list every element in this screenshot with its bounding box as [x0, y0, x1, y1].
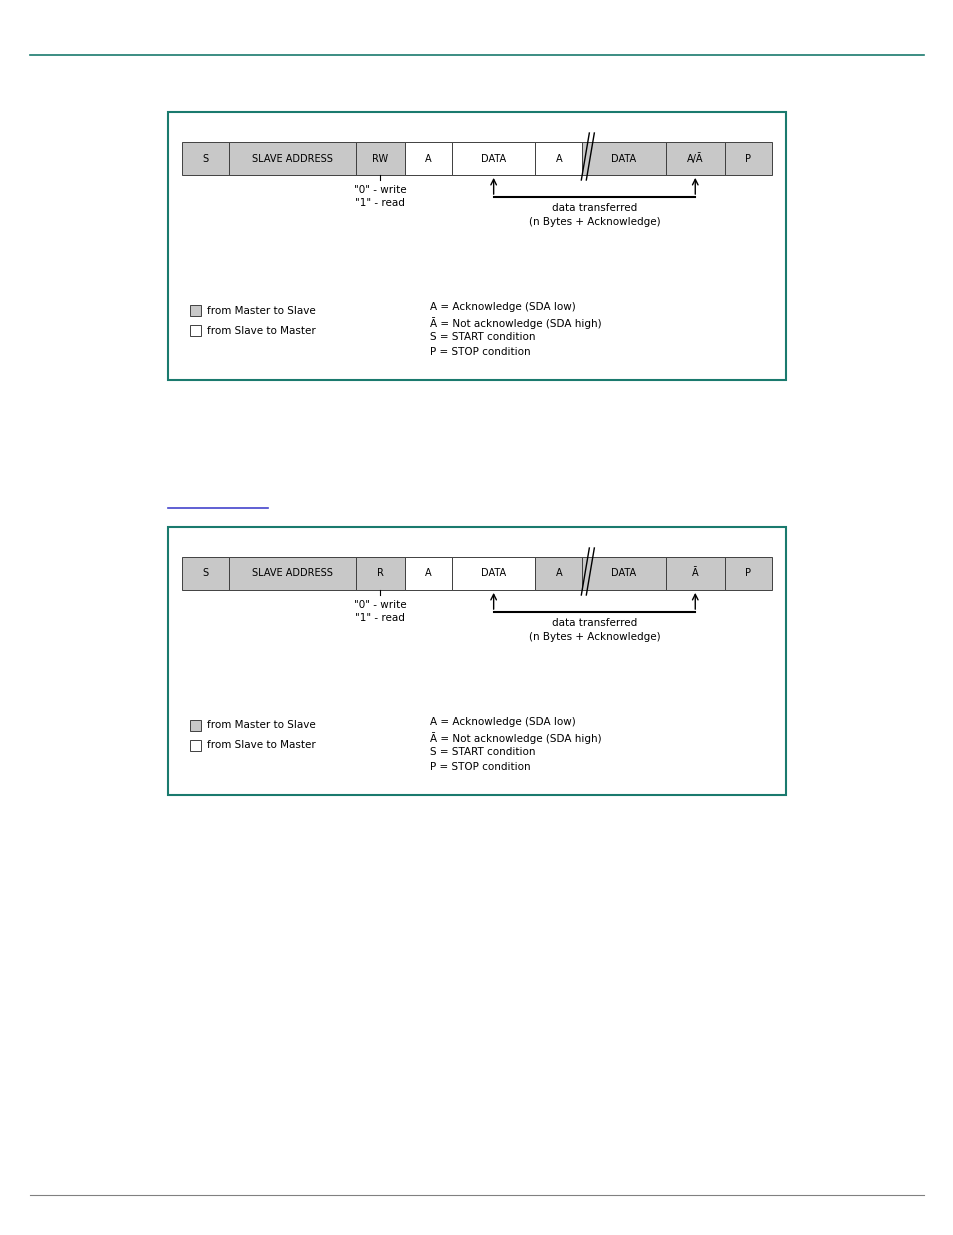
Bar: [665, 557, 724, 590]
Text: from Slave to Master: from Slave to Master: [207, 326, 315, 336]
Text: (n Bytes + Acknowledge): (n Bytes + Acknowledge): [528, 217, 659, 227]
Bar: [182, 142, 229, 175]
Text: P = STOP condition: P = STOP condition: [430, 762, 530, 772]
Text: P: P: [744, 568, 751, 578]
Text: "1" - read: "1" - read: [355, 198, 405, 207]
Text: from Master to Slave: from Master to Slave: [207, 305, 315, 315]
Text: A: A: [555, 568, 561, 578]
Bar: [535, 142, 581, 175]
Text: DATA: DATA: [480, 153, 506, 163]
Text: "0" - write: "0" - write: [354, 600, 406, 610]
Bar: [229, 557, 355, 590]
Bar: [452, 142, 535, 175]
Text: P: P: [744, 153, 751, 163]
Text: A/Ā: A/Ā: [686, 153, 702, 164]
Text: A: A: [425, 568, 432, 578]
Bar: [355, 142, 404, 175]
Text: S: S: [202, 568, 209, 578]
Text: from Master to Slave: from Master to Slave: [207, 720, 315, 730]
Text: Ā: Ā: [691, 568, 698, 578]
Text: data transferred: data transferred: [551, 618, 637, 629]
Text: SLAVE ADDRESS: SLAVE ADDRESS: [252, 153, 333, 163]
Bar: [581, 557, 665, 590]
Bar: [581, 142, 665, 175]
Text: SLAVE ADDRESS: SLAVE ADDRESS: [252, 568, 333, 578]
Text: A = Acknowledge (SDA low): A = Acknowledge (SDA low): [430, 303, 575, 312]
Bar: [724, 557, 771, 590]
Text: DATA: DATA: [611, 568, 636, 578]
Bar: [535, 557, 581, 590]
Bar: [190, 720, 201, 731]
Text: S = START condition: S = START condition: [430, 747, 535, 757]
Text: RW: RW: [372, 153, 388, 163]
Bar: [190, 325, 201, 336]
Text: (n Bytes + Acknowledge): (n Bytes + Acknowledge): [528, 632, 659, 642]
Text: R: R: [376, 568, 383, 578]
Bar: [190, 740, 201, 751]
Text: "1" - read: "1" - read: [355, 613, 405, 622]
Bar: [452, 557, 535, 590]
Text: data transferred: data transferred: [551, 203, 637, 212]
Text: A = Acknowledge (SDA low): A = Acknowledge (SDA low): [430, 718, 575, 727]
Text: S = START condition: S = START condition: [430, 332, 535, 342]
Text: DATA: DATA: [480, 568, 506, 578]
Bar: [190, 305, 201, 316]
Text: Ā = Not acknowledge (SDA high): Ā = Not acknowledge (SDA high): [430, 317, 600, 329]
Bar: [168, 112, 785, 380]
Text: S: S: [202, 153, 209, 163]
Bar: [182, 557, 229, 590]
Text: "0" - write: "0" - write: [354, 185, 406, 195]
Bar: [355, 557, 404, 590]
Text: P = STOP condition: P = STOP condition: [430, 347, 530, 357]
Bar: [229, 142, 355, 175]
Bar: [404, 142, 452, 175]
Text: DATA: DATA: [611, 153, 636, 163]
Text: from Slave to Master: from Slave to Master: [207, 741, 315, 751]
Bar: [168, 527, 785, 795]
Text: Ā = Not acknowledge (SDA high): Ā = Not acknowledge (SDA high): [430, 732, 600, 743]
Bar: [404, 557, 452, 590]
Text: A: A: [555, 153, 561, 163]
Bar: [724, 142, 771, 175]
Text: A: A: [425, 153, 432, 163]
Bar: [665, 142, 724, 175]
